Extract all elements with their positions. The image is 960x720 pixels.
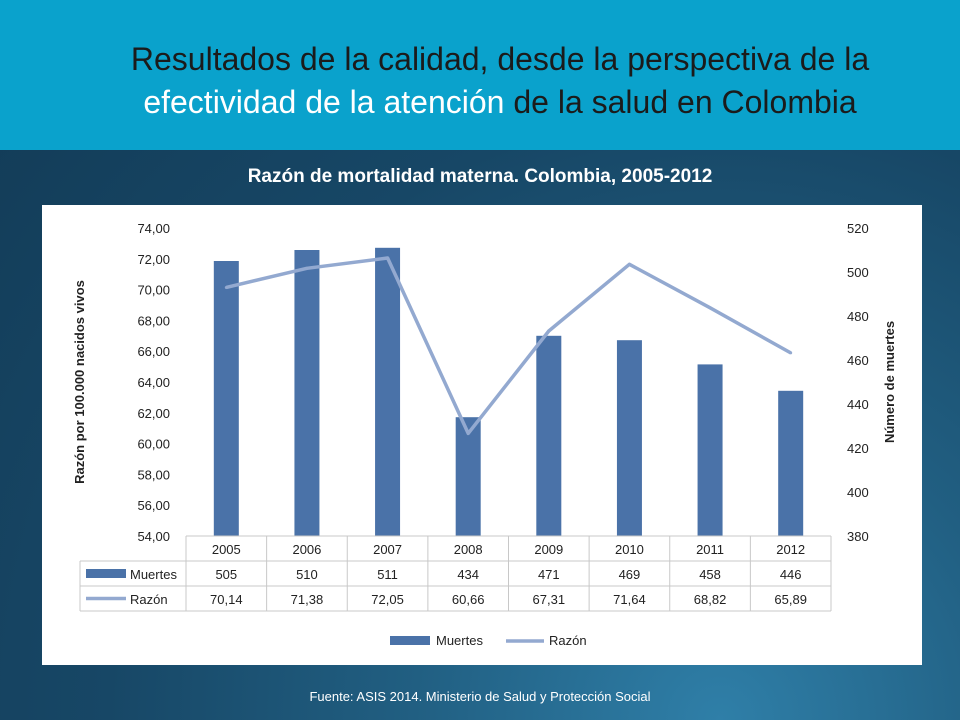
line-point — [305, 266, 309, 270]
data-label: 65,89 — [774, 592, 807, 607]
legend-label: Razón — [549, 633, 587, 648]
y-tick-label: 72,00 — [137, 252, 170, 267]
bar — [778, 390, 804, 536]
line-point — [708, 306, 712, 310]
data-label: 60,66 — [452, 592, 485, 607]
y2-tick-label: 440 — [847, 397, 869, 412]
data-label: 446 — [780, 567, 802, 582]
table-key-muertes — [86, 569, 126, 578]
y-tick-label: 54,00 — [137, 529, 170, 544]
bar — [616, 340, 642, 536]
y-tick-label: 74,00 — [137, 221, 170, 236]
line-point — [224, 285, 228, 289]
y-tick-label: 62,00 — [137, 406, 170, 421]
x-tick-label: 2008 — [454, 542, 483, 557]
title-part2: de la salud en Colombia — [504, 84, 857, 120]
y-tick-label: 58,00 — [137, 467, 170, 482]
y-tick-label: 66,00 — [137, 344, 170, 359]
y2-tick-label: 480 — [847, 309, 869, 324]
slide-title: Resultados de la calidad, desde la persp… — [60, 38, 940, 124]
chart-svg: 54,00 56,00 58,00 60,00 62,00 64,00 66,00 68,00… — [72, 221, 897, 648]
y-axis-label: Razón por 100.000 nacidos vivos — [72, 280, 87, 484]
source-note: Fuente: ASIS 2014. Ministerio de Salud y… — [309, 689, 651, 704]
legend-key-muertes — [390, 636, 430, 645]
line-point — [627, 262, 631, 266]
line-point — [547, 329, 551, 333]
data-label: 67,31 — [533, 592, 566, 607]
x-tick-label: 2007 — [373, 542, 402, 557]
y2-tick-label: 420 — [847, 441, 869, 456]
chart-panel: 54,00 56,00 58,00 60,00 62,00 64,00 66,00 68,00… — [42, 205, 922, 665]
y2-axis-label: Número de muertes — [882, 321, 897, 443]
legend-label: Muertes — [436, 633, 483, 648]
title-part1: Resultados de la calidad, desde la persp… — [130, 41, 870, 77]
y2-tick-label: 460 — [847, 353, 869, 368]
data-label: 511 — [377, 567, 398, 582]
data-label: 70,14 — [210, 592, 243, 607]
table-series-name: Razón — [130, 592, 168, 607]
x-tick-label: 2011 — [696, 542, 724, 557]
y2-tick-label: 400 — [847, 485, 869, 500]
chart-title: Razón de mortalidad materna. Colombia, 2… — [247, 166, 713, 187]
data-label: 71,38 — [291, 592, 324, 607]
data-label: 471 — [538, 567, 560, 582]
y-tick-label: 64,00 — [137, 375, 170, 390]
y-tick-label: 56,00 — [137, 498, 170, 513]
data-label: 434 — [457, 567, 479, 582]
x-tick-label: 2009 — [534, 542, 563, 557]
line-series-razon — [225, 256, 792, 436]
x-tick-label: 2005 — [212, 542, 241, 557]
title-highlight: efectividad de la atención — [143, 84, 505, 120]
x-tick-label: 2010 — [615, 542, 644, 557]
bar — [697, 364, 723, 536]
y-tick-label: 68,00 — [137, 313, 170, 328]
bar — [294, 250, 320, 536]
data-label: 505 — [215, 567, 237, 582]
line-point — [386, 256, 390, 260]
data-label: 458 — [699, 567, 721, 582]
x-tick-label: 2006 — [292, 542, 321, 557]
y2-tick-label: 520 — [847, 221, 869, 236]
line-point — [466, 431, 470, 435]
data-label: 510 — [296, 567, 318, 582]
table-series-name: Muertes — [130, 567, 177, 582]
data-label: 72,05 — [371, 592, 404, 607]
line-point — [789, 351, 793, 355]
bar — [536, 335, 562, 536]
y2-tick-label: 500 — [847, 265, 869, 280]
data-label: 68,82 — [694, 592, 727, 607]
bar — [375, 247, 401, 537]
y-tick-label: 70,00 — [137, 283, 170, 298]
data-label: 71,64 — [613, 592, 646, 607]
y-tick-label: 60,00 — [137, 437, 170, 452]
bar — [213, 261, 239, 536]
bar — [455, 417, 481, 536]
y2-tick-label: 380 — [847, 529, 869, 544]
x-tick-label: 2012 — [776, 542, 805, 557]
data-label: 469 — [619, 567, 641, 582]
header-band: Resultados de la calidad, desde la persp… — [0, 0, 960, 150]
